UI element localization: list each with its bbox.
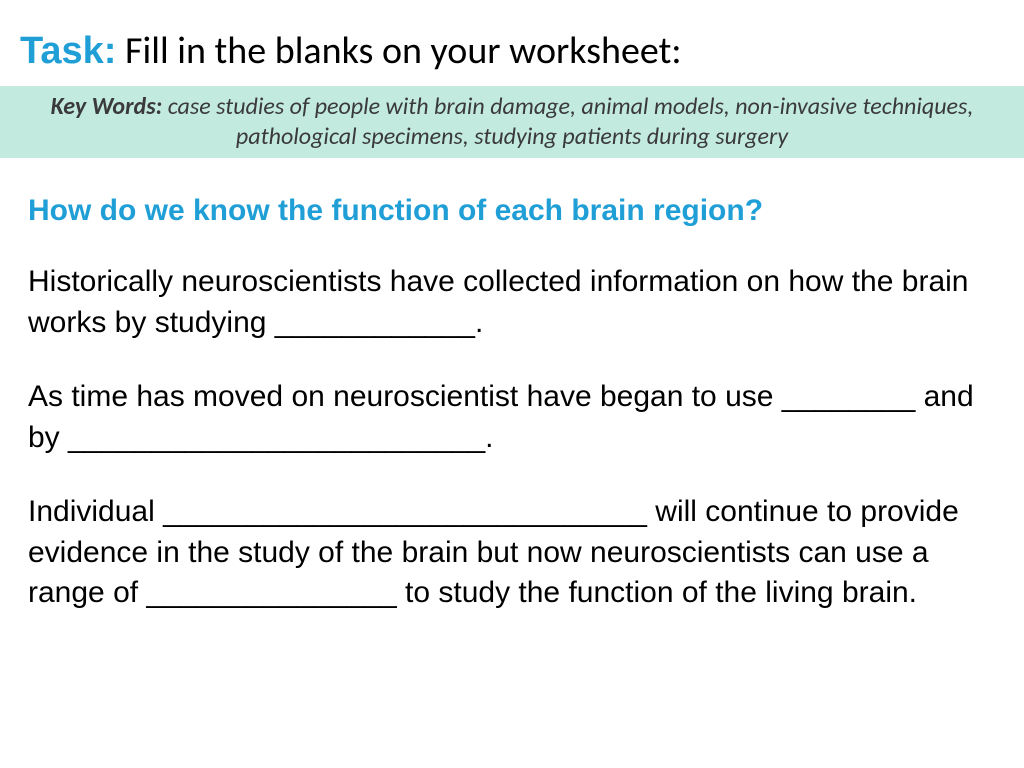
- task-instruction: Fill in the blanks on your worksheet:: [116, 28, 681, 74]
- worksheet-content: How do we know the function of each brai…: [0, 158, 1024, 614]
- paragraph-1: Historically neuroscientists have collec…: [28, 262, 996, 343]
- keywords-bar: Key Words: case studies of people with b…: [0, 86, 1024, 158]
- task-label: Task:: [20, 30, 116, 72]
- paragraph-2: As time has moved on neuroscientist have…: [28, 377, 996, 458]
- keywords-label: Key Words:: [51, 92, 168, 121]
- header: Task: Fill in the blanks on your workshe…: [0, 0, 1024, 86]
- keywords-text: case studies of people with brain damage…: [168, 92, 974, 151]
- paragraph-3: Individual _____________________________…: [28, 492, 996, 614]
- question-heading: How do we know the function of each brai…: [28, 194, 996, 228]
